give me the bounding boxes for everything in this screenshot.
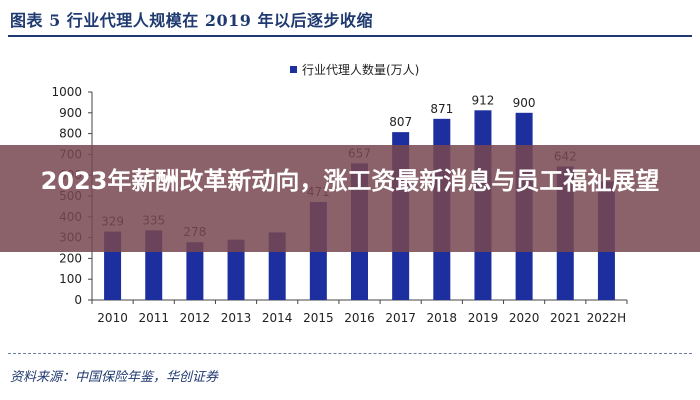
legend-label: 行业代理人数量(万人) (302, 62, 419, 77)
chart-header: 图表 5 行业代理人规模在 2019 年以后逐步收缩 (0, 0, 700, 37)
chart-title: 图表 5 行业代理人规模在 2019 年以后逐步收缩 (10, 11, 373, 30)
legend-swatch (290, 66, 297, 73)
x-tick-label: 2017 (385, 311, 416, 325)
x-tick-label: 2010 (97, 311, 128, 325)
headline-banner: 2023年薪酬改革新动向，涨工资最新消息与员工福祉展望 (0, 145, 700, 252)
y-tick-label: 1000 (51, 85, 82, 99)
x-tick-label: 2020 (509, 311, 540, 325)
x-tick-label: 2013 (221, 311, 252, 325)
x-tick-label: 2021 (550, 311, 581, 325)
y-tick-label: 800 (59, 127, 82, 141)
footer-divider (8, 353, 692, 354)
x-tick-label: 2016 (344, 311, 375, 325)
y-tick-label: 100 (59, 272, 82, 286)
x-tick-label: 2015 (303, 311, 334, 325)
data-label: 900 (513, 96, 536, 110)
y-tick-label: 0 (74, 293, 82, 307)
data-label: 871 (430, 102, 453, 116)
header-divider (8, 35, 692, 37)
source-note: 资料来源：中国保险年鉴，华创证券 (10, 370, 219, 385)
x-tick-label: 2022H (587, 311, 627, 325)
headline-text: 2023年薪酬改革新动向，涨工资最新消息与员工福祉展望 (40, 167, 660, 195)
x-tick-label: 2018 (427, 311, 458, 325)
x-tick-label: 2012 (180, 311, 211, 325)
y-tick-label: 900 (59, 106, 82, 120)
x-tick-label: 2019 (468, 311, 499, 325)
bar (227, 239, 245, 300)
data-label: 807 (389, 115, 412, 129)
bar (186, 242, 204, 300)
y-tick-label: 200 (59, 251, 82, 265)
x-tick-label: 2014 (262, 311, 293, 325)
x-tick-label: 2011 (138, 311, 169, 325)
data-label: 912 (472, 93, 495, 107)
